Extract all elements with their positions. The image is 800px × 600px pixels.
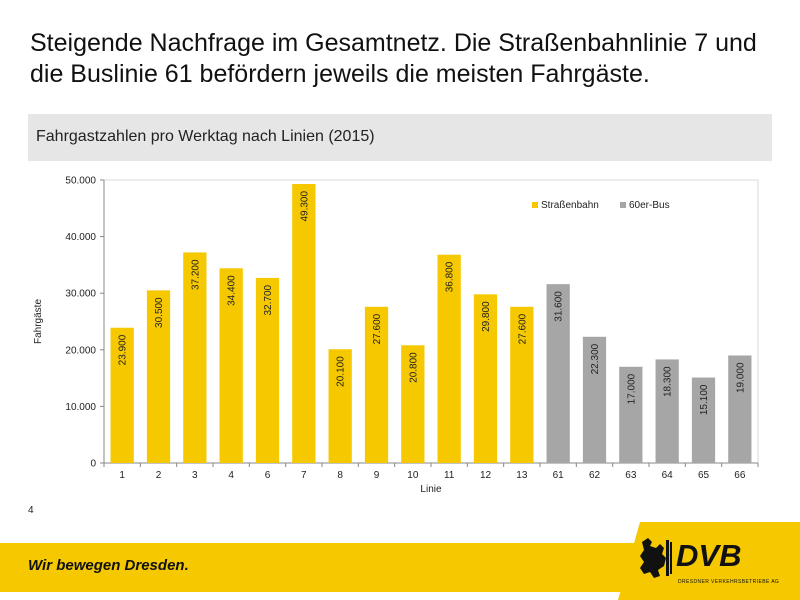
legend-label: 60er-Bus	[629, 200, 670, 211]
x-tick-label: 2	[156, 470, 162, 481]
bar	[546, 284, 570, 463]
x-tick-label: 10	[407, 470, 419, 481]
lion-emblem-icon	[640, 538, 672, 578]
bar	[582, 336, 607, 463]
x-tick-label: 61	[553, 470, 565, 481]
y-tick-label: 10.000	[65, 402, 96, 413]
bar-value-label: 32.700	[263, 284, 274, 315]
chart-subtitle-box: Fahrgastzahlen pro Werktag nach Linien (…	[28, 114, 772, 161]
bar	[401, 345, 425, 463]
y-tick-label: 0	[90, 459, 96, 470]
page-title: Steigende Nachfrage im Gesamtnetz. Die S…	[30, 29, 757, 88]
y-tick-label: 30.000	[65, 289, 96, 300]
x-tick-label: 65	[698, 470, 710, 481]
bar	[328, 349, 352, 463]
logo-background	[618, 522, 800, 600]
legend-swatch	[620, 202, 626, 208]
bar-value-label: 37.200	[190, 259, 201, 290]
x-tick-label: 11	[444, 470, 455, 481]
x-tick-label: 64	[662, 470, 674, 481]
y-tick-label: 20.000	[65, 345, 96, 356]
bar	[183, 252, 207, 463]
bar-value-label: 31.600	[554, 291, 565, 322]
dvb-logo: DVB Dresdner Verkehrsbetriebe AG	[618, 522, 800, 600]
bar-value-label: 15.100	[699, 384, 710, 415]
bar-value-label: 23.900	[118, 334, 129, 365]
bar-value-label: 30.500	[154, 297, 165, 328]
x-tick-label: 6	[265, 470, 271, 481]
y-tick-label: 40.000	[65, 232, 96, 243]
bar-value-label: 18.300	[663, 366, 674, 397]
bar	[510, 306, 534, 463]
bar-value-label: 20.800	[408, 352, 419, 383]
bar-value-label: 22.300	[590, 343, 601, 374]
x-tick-label: 8	[337, 470, 343, 481]
bar	[619, 366, 643, 463]
legend-swatch	[532, 202, 538, 208]
bar	[364, 306, 389, 463]
x-tick-label: 4	[228, 470, 234, 481]
bar-value-label: 27.600	[517, 313, 528, 344]
bar-value-label: 34.400	[227, 275, 238, 306]
slogan: Wir bewegen Dresden.	[28, 557, 189, 574]
bar	[146, 290, 171, 463]
bar-value-label: 27.600	[372, 313, 383, 344]
bar	[255, 277, 280, 463]
y-axis-label: Fahrgäste	[33, 299, 44, 344]
bar-value-label: 36.800	[445, 261, 456, 292]
x-axis-label: Linie	[420, 484, 442, 495]
bar	[437, 254, 461, 463]
bar	[728, 355, 752, 463]
x-tick-label: 63	[625, 470, 637, 481]
x-tick-label: 12	[480, 470, 492, 481]
bar	[691, 377, 716, 463]
bar	[655, 359, 679, 463]
bar	[473, 294, 498, 463]
x-tick-label: 3	[192, 470, 198, 481]
bar	[219, 268, 243, 463]
bar-value-label: 49.300	[299, 191, 310, 222]
chart-subtitle: Fahrgastzahlen pro Werktag nach Linien (…	[36, 128, 375, 145]
x-tick-label: 9	[374, 470, 380, 481]
logo-text: DVB	[676, 538, 742, 573]
bar-value-label: 20.100	[336, 356, 347, 387]
x-tick-label: 1	[119, 470, 125, 481]
logo-subtext: Dresdner Verkehrsbetriebe AG	[678, 579, 780, 585]
bar-value-label: 19.000	[735, 362, 746, 393]
x-tick-label: 7	[301, 470, 307, 481]
bar	[292, 183, 316, 463]
x-tick-label: 62	[589, 470, 601, 481]
y-tick-label: 50.000	[65, 176, 96, 187]
bar-value-label: 17.000	[626, 373, 637, 404]
bar-chart: 0 10.000 20.000 30.000 40.000 50.000 Fahrgäste…	[33, 176, 759, 495]
x-tick-label: 13	[516, 470, 528, 481]
bar-value-label: 29.800	[481, 301, 492, 332]
legend-label: Straßenbahn	[541, 200, 599, 211]
x-tick-label: 66	[734, 470, 746, 481]
bar	[110, 327, 134, 463]
page-number: 4	[28, 505, 34, 516]
